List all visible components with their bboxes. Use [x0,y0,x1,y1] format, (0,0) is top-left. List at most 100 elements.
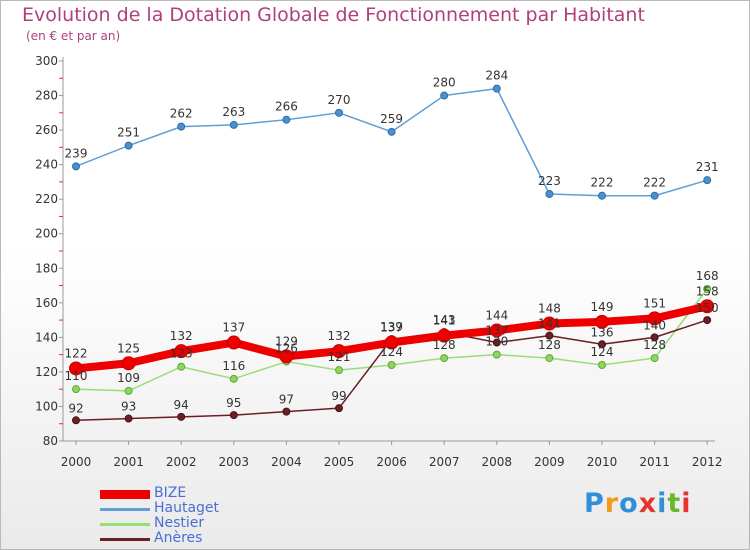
legend-item-hautaget: Hautaget [100,501,300,516]
data-label-hautaget: 231 [696,160,719,174]
x-tick-label: 2011 [639,455,670,469]
data-point-hautaget [492,84,501,93]
data-label-anres: 97 [279,393,294,407]
data-label-bize: 141 [433,314,456,328]
data-point-nestier [387,361,396,369]
data-label-anres: 92 [68,401,83,415]
data-point-hautaget [650,191,659,200]
data-label-nestier: 116 [222,359,245,373]
y-tick-label: 80 [43,434,58,448]
data-point-anres [335,404,343,413]
legend-label: Anères [154,530,203,546]
data-point-nestier [492,350,501,359]
data-point-bize [437,328,452,343]
data-label-nestier: 128 [538,338,561,352]
data-point-hautaget [229,120,238,129]
y-tick-label: 300 [35,54,58,68]
data-label-bize: 149 [591,300,614,314]
data-point-nestier [124,386,133,395]
data-point-anres [650,333,659,342]
y-tick-label: 220 [35,192,58,206]
data-label-hautaget: 266 [275,100,298,114]
data-point-hautaget [282,115,291,124]
x-tick-label: 2007 [429,455,460,469]
data-label-bize: 122 [65,346,88,360]
data-label-nestier: 168 [696,269,719,283]
y-tick-label: 180 [35,261,58,275]
x-tick-label: 2003 [219,455,250,469]
data-point-hautaget [598,191,606,200]
data-label-hautaget: 239 [65,146,88,160]
data-point-anres [229,411,238,420]
data-point-bize [542,316,557,331]
data-point-hautaget [335,108,343,117]
legend-label: Hautaget [154,500,220,516]
data-point-nestier [229,374,238,383]
data-point-hautaget [703,176,712,185]
data-label-nestier: 121 [328,350,351,364]
data-label-nestier: 124 [380,345,403,359]
data-label-nestier: 130 [485,335,508,349]
data-point-anres [598,340,606,349]
data-point-nestier [703,285,712,293]
data-point-bize [174,344,189,359]
data-point-nestier [650,354,659,363]
data-label-bize: 137 [222,321,245,335]
legend-item-nestier: Nestier [100,516,300,531]
data-label-nestier: 109 [117,371,140,385]
data-point-anres [492,338,501,347]
data-label-hautaget: 280 [433,76,456,90]
data-label-bize: 137 [380,321,403,335]
data-label-nestier: 124 [591,345,614,359]
data-label-anres: 143 [433,313,456,327]
data-label-anres: 93 [121,400,136,414]
legend-item-anres: Anères [100,531,300,546]
data-point-anres [545,331,554,340]
data-label-hautaget: 223 [538,174,561,188]
chart-subtitle: (en € et par an) [26,29,121,43]
x-tick-label: 2002 [166,455,197,469]
data-point-bize [69,361,83,376]
data-label-anres: 139 [380,320,403,334]
data-label-hautaget: 263 [222,105,245,119]
data-point-nestier [335,366,343,375]
data-label-bize: 144 [485,308,508,322]
data-label-bize: 129 [275,334,298,348]
y-tick-label: 200 [35,227,58,241]
data-label-nestier: 128 [643,338,666,352]
data-label-anres: 95 [226,396,241,410]
data-label-anres: 140 [643,318,666,332]
data-point-bize [279,349,294,364]
data-label-anres: 141 [538,317,561,331]
y-tick-label: 280 [35,89,58,103]
data-point-nestier [545,354,554,363]
x-tick-label: 2010 [587,455,618,469]
data-point-nestier [598,361,606,369]
legend-swatch [100,538,150,541]
data-point-hautaget [545,190,554,198]
data-label-nestier: 128 [433,338,456,352]
y-tick-label: 140 [35,330,58,344]
data-point-bize [489,323,504,338]
data-label-bize: 125 [117,341,140,355]
chart-title: Evolution de la Dotation Globale de Fonc… [22,4,645,26]
data-label-bize: 158 [696,284,719,298]
x-tick-label: 2006 [376,455,407,469]
data-point-hautaget [72,162,80,171]
data-label-bize: 132 [170,329,193,343]
data-point-nestier [440,354,449,363]
x-tick-label: 2000 [61,455,92,469]
data-label-nestier: 123 [170,347,193,361]
data-label-anres: 136 [591,325,614,339]
data-point-anres [282,407,291,416]
x-tick-label: 2001 [113,455,144,469]
data-point-hautaget [177,122,186,131]
data-point-anres [703,316,712,325]
data-label-bize: 132 [328,329,351,343]
legend-swatch [100,508,150,511]
y-tick-label: 160 [35,296,58,310]
data-label-anres: 150 [696,301,719,315]
x-tick-label: 2009 [534,455,565,469]
data-point-bize [332,344,346,359]
